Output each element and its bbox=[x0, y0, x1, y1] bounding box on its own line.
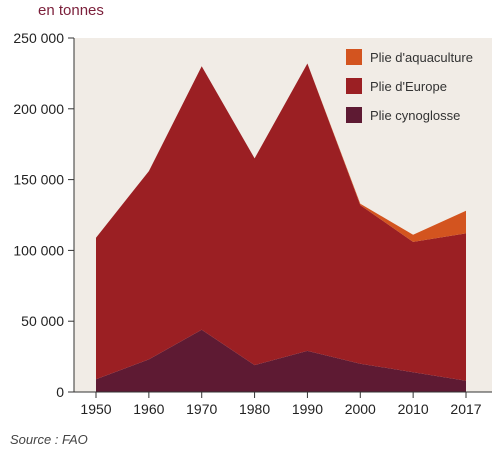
area-plie-d-europe bbox=[96, 63, 466, 381]
y-tick-label: 150 000 bbox=[13, 172, 64, 188]
source-note: Source : FAO bbox=[10, 432, 88, 447]
x-tick-label: 1960 bbox=[133, 401, 164, 417]
x-tick-label: 2010 bbox=[398, 401, 429, 417]
legend-swatch bbox=[346, 78, 362, 94]
y-tick-label: 100 000 bbox=[13, 242, 64, 258]
x-axis: 1950 1960 1970 1980 1990 2000 2010 2017 bbox=[74, 391, 492, 417]
legend-swatch bbox=[346, 107, 362, 123]
legend: Plie d'aquaculture Plie d'Europe Plie cyno… bbox=[346, 49, 473, 123]
area-chart: 0 50 000 100 000 150 000 200 000 250 000 1950… bbox=[13, 30, 492, 417]
legend-label: Plie cynoglosse bbox=[370, 108, 460, 123]
y-tick-label: 250 000 bbox=[13, 30, 64, 46]
x-tick-label: 1970 bbox=[186, 401, 217, 417]
x-tick-label: 1990 bbox=[292, 401, 323, 417]
unit-label: en tonnes bbox=[38, 2, 104, 19]
y-axis: 0 50 000 100 000 150 000 200 000 250 000 bbox=[13, 30, 75, 400]
x-tick-label: 2000 bbox=[345, 401, 376, 417]
legend-swatch bbox=[346, 49, 362, 65]
y-tick-label: 0 bbox=[56, 384, 64, 400]
x-tick-label: 1950 bbox=[80, 401, 111, 417]
x-tick-label: 2017 bbox=[450, 401, 481, 417]
legend-label: Plie d'Europe bbox=[370, 79, 447, 94]
y-tick-label: 200 000 bbox=[13, 101, 64, 117]
y-tick-label: 50 000 bbox=[21, 313, 64, 329]
legend-label: Plie d'aquaculture bbox=[370, 50, 473, 65]
area-plie-cynoglosse bbox=[96, 329, 466, 392]
area-series-group bbox=[96, 63, 466, 392]
x-tick-label: 1980 bbox=[239, 401, 270, 417]
